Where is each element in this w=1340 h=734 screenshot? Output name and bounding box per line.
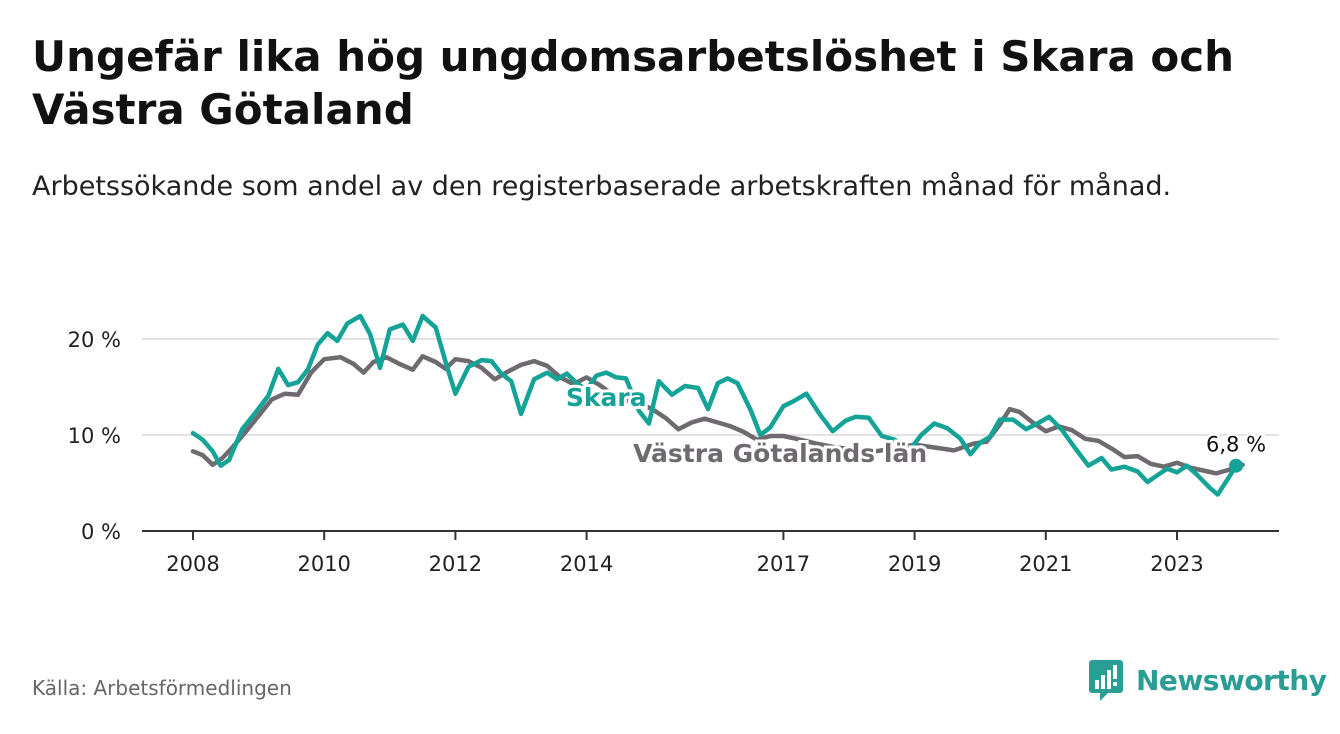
x-tick-label-3: 2014 <box>560 552 613 576</box>
series-line-skara <box>190 313 1239 497</box>
brand-name: Newsworthy <box>1136 663 1327 697</box>
skara-endpoint-marker <box>1229 458 1244 473</box>
brand-logo[interactable]: Newsworthy <box>1088 658 1327 702</box>
x-tick-label-7: 2023 <box>1150 552 1203 576</box>
x-tick-label-4: 2017 <box>757 552 810 576</box>
series-label-v-stra-g-talands-l-n: Västra Götalands län <box>633 439 927 468</box>
series-label-skara: Skara <box>566 383 647 412</box>
x-axis: 2008 2010 2012 2014 2017 2019 2021 2023 <box>142 530 1279 576</box>
y-axis-ticks: 0 % 10 % 20 % <box>68 328 121 544</box>
chart-title: Ungefär lika hög ungdomsarbetslöshet i S… <box>32 32 1235 134</box>
x-tick-label-0: 2008 <box>166 552 219 576</box>
series-line-v-stra-g-talands-l-n <box>190 354 1245 476</box>
x-tick-label-2: 2012 <box>429 552 482 576</box>
x-tick-label-1: 2010 <box>297 552 350 576</box>
y-tick-label-1: 10 % <box>68 424 121 448</box>
chart-subtitle: Arbetssökande som andel av den registerb… <box>32 171 1172 202</box>
y-tick-label-0: 0 % <box>81 520 121 544</box>
skara-last-value-label: 6,8 % <box>1206 433 1266 457</box>
x-tick-label-6: 2021 <box>1019 552 1072 576</box>
series-lines <box>190 313 1245 497</box>
newsworthy-logo-icon <box>1089 660 1123 701</box>
y-tick-label-2: 20 % <box>68 328 121 352</box>
source-note: Källa: Arbetsförmedlingen <box>32 676 292 700</box>
series-labels: Västra Götalands län Skara 6,8 % <box>563 380 1269 473</box>
x-tick-label-5: 2019 <box>888 552 941 576</box>
